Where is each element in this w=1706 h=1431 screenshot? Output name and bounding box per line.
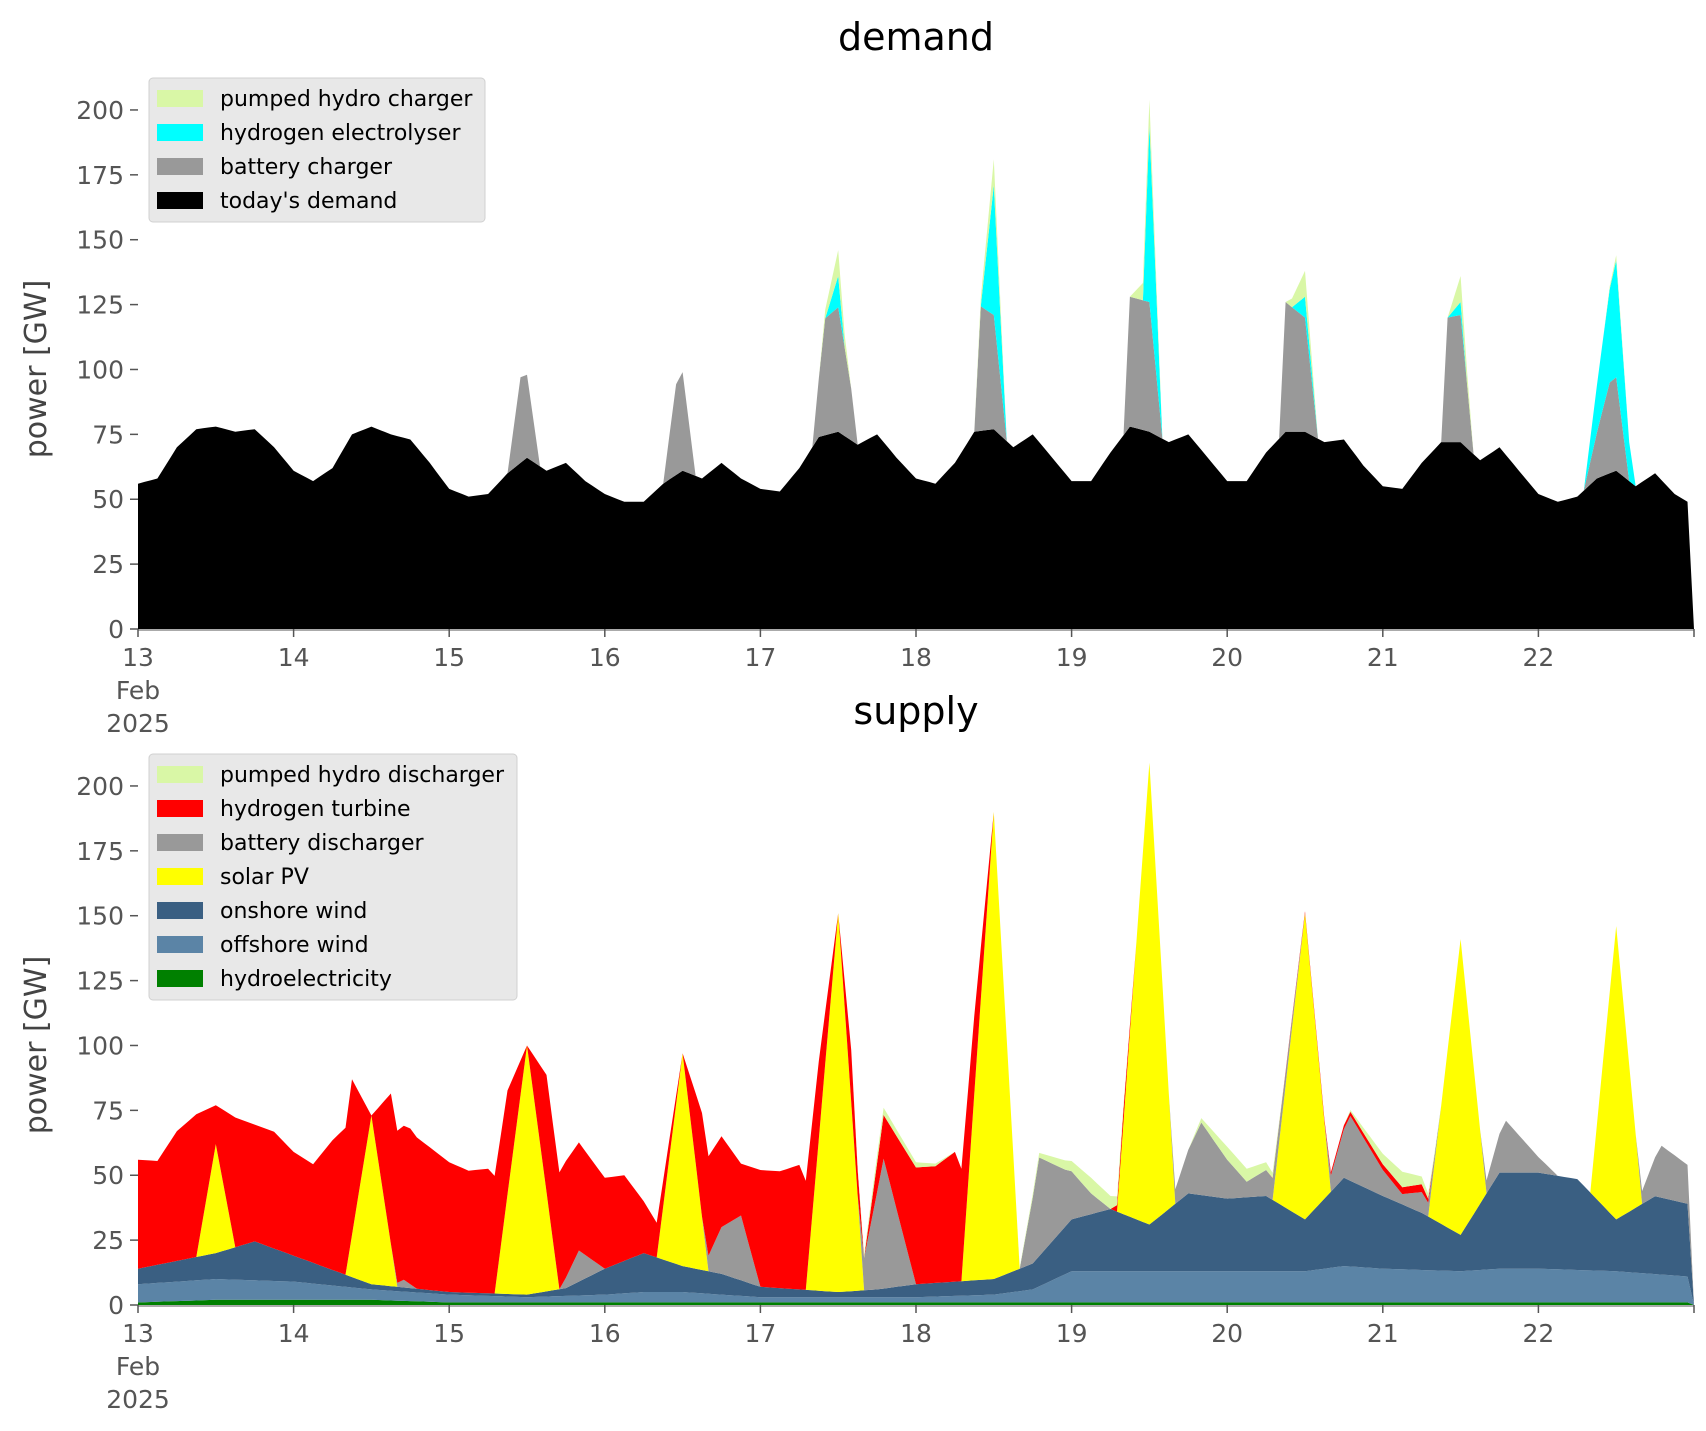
supply-legend-swatch bbox=[157, 902, 203, 919]
demand-x-tick-label: 19 bbox=[1056, 643, 1088, 672]
supply-axes: 0 25 50 75 100 125 150 175 200 13 Feb 2025 14 15 16 17 1… bbox=[76, 772, 1695, 1414]
supply-y-tick-label: 75 bbox=[92, 1096, 124, 1125]
demand-y-tick-label: 150 bbox=[76, 226, 124, 255]
supply-y-tick-label: 0 bbox=[108, 1291, 124, 1320]
supply-y-tick-label: 175 bbox=[76, 837, 124, 866]
supply-y-tick-label: 150 bbox=[76, 902, 124, 931]
demand-legend-swatch bbox=[157, 158, 203, 175]
supply-legend-swatch bbox=[157, 800, 203, 817]
supply-y-tick-label: 25 bbox=[92, 1226, 124, 1255]
supply-area-solar-pv bbox=[138, 762, 1694, 1305]
demand-chart: demand power [GW] 0 25 50 75 100 125 150 175 200… bbox=[19, 15, 1695, 738]
demand-legend-box bbox=[148, 77, 486, 223]
supply-legend-swatch bbox=[157, 766, 203, 783]
supply-legend-swatch bbox=[157, 970, 203, 987]
demand-y-tick-label: 75 bbox=[92, 420, 124, 449]
demand-x-tick-label: 13 bbox=[122, 643, 154, 672]
supply-x-tick-label: 14 bbox=[278, 1319, 310, 1348]
supply-x-tick-label: 19 bbox=[1056, 1319, 1088, 1348]
supply-area-hydrogen-turbine bbox=[138, 762, 1694, 1305]
supply-x-tick-label: 20 bbox=[1211, 1319, 1243, 1348]
supply-legend-swatch bbox=[157, 936, 203, 953]
supply-y-tick-label: 200 bbox=[76, 772, 124, 801]
demand-legend-label: today's demand bbox=[220, 189, 397, 214]
demand-x-tick-label: 17 bbox=[744, 643, 776, 672]
supply-legend-swatch bbox=[157, 868, 203, 885]
demand-legend-label: battery charger bbox=[220, 155, 393, 180]
demand-legend-swatch bbox=[157, 192, 203, 209]
demand-x-tick-label: 21 bbox=[1367, 643, 1399, 672]
supply-areas bbox=[138, 762, 1694, 1305]
demand-y-tick-label: 25 bbox=[92, 550, 124, 579]
demand-areas bbox=[138, 99, 1694, 630]
supply-x-tick-label: 18 bbox=[900, 1319, 932, 1348]
demand-area-battery-charger bbox=[138, 296, 1694, 629]
demand-x-tick-sublabel: 2025 bbox=[106, 709, 170, 738]
supply-legend-label: solar PV bbox=[220, 865, 309, 890]
supply-y-axis-label: power [GW] bbox=[19, 956, 54, 1135]
supply-legend-label: onshore wind bbox=[220, 899, 367, 924]
demand-x-tick-label: 16 bbox=[589, 643, 621, 672]
supply-legend-label: battery discharger bbox=[220, 831, 425, 856]
demand-x-tick-label: 22 bbox=[1522, 643, 1554, 672]
supply-legend-swatch bbox=[157, 834, 203, 851]
supply-x-tick-sublabel: 2025 bbox=[106, 1385, 170, 1414]
demand-legend-swatch bbox=[157, 90, 203, 107]
demand-y-tick-label: 125 bbox=[76, 291, 124, 320]
supply-x-tick-label: 21 bbox=[1367, 1319, 1399, 1348]
supply-x-tick-label: 22 bbox=[1522, 1319, 1554, 1348]
supply-x-tick-label: 15 bbox=[433, 1319, 465, 1348]
supply-chart: supply power [GW] 0 25 50 75 100 125 150 175 200… bbox=[19, 689, 1695, 1414]
demand-x-tick-label: 14 bbox=[278, 643, 310, 672]
supply-legend-label: pumped hydro discharger bbox=[220, 763, 505, 788]
demand-y-axis-label: power [GW] bbox=[19, 280, 54, 459]
supply-x-tick-sublabel: Feb bbox=[116, 1352, 160, 1381]
supply-y-tick-label: 100 bbox=[76, 1031, 124, 1060]
supply-legend: pumped hydro discharger hydrogen turbine b… bbox=[148, 753, 518, 1001]
demand-x-tick-label: 15 bbox=[433, 643, 465, 672]
demand-y-tick-label: 100 bbox=[76, 355, 124, 384]
demand-y-tick-label: 0 bbox=[108, 615, 124, 644]
supply-x-tick-label: 17 bbox=[744, 1319, 776, 1348]
supply-area-onshore-wind bbox=[138, 1172, 1694, 1305]
demand-legend-label: hydrogen electrolyser bbox=[220, 121, 461, 146]
supply-x-tick-label: 13 bbox=[122, 1319, 154, 1348]
demand-y-tick-label: 50 bbox=[92, 485, 124, 514]
supply-legend-label: offshore wind bbox=[220, 933, 369, 958]
demand-x-tick-label: 18 bbox=[900, 643, 932, 672]
demand-area-today-s-demand bbox=[138, 426, 1694, 629]
supply-title: supply bbox=[853, 689, 978, 733]
demand-x-tick-label: 20 bbox=[1211, 643, 1243, 672]
demand-x-tick-sublabel: Feb bbox=[116, 676, 160, 705]
supply-x-tick-label: 16 bbox=[589, 1319, 621, 1348]
supply-legend-box bbox=[148, 753, 518, 1001]
demand-y-tick-label: 175 bbox=[76, 161, 124, 190]
demand-axes: 0 25 50 75 100 125 150 175 200 13 Feb 2025 14 15 16 17 1… bbox=[76, 96, 1695, 738]
supply-area-offshore-wind bbox=[138, 1266, 1694, 1305]
supply-y-tick-label: 125 bbox=[76, 967, 124, 996]
demand-legend-label: pumped hydro charger bbox=[220, 87, 473, 112]
demand-y-tick-label: 200 bbox=[76, 96, 124, 125]
demand-title: demand bbox=[838, 15, 994, 59]
demand-legend: pumped hydro charger hydrogen electrolyse… bbox=[148, 77, 486, 223]
supply-legend-label: hydrogen turbine bbox=[220, 797, 411, 822]
supply-legend-label: hydroelectricity bbox=[220, 967, 392, 992]
supply-y-tick-label: 50 bbox=[92, 1161, 124, 1190]
demand-legend-swatch bbox=[157, 124, 203, 141]
